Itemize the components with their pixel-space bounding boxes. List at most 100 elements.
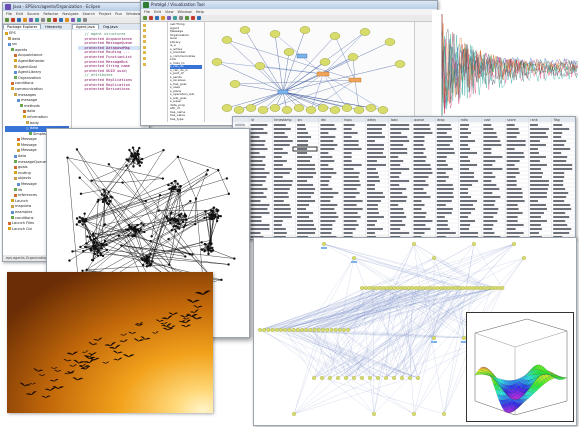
ontology-menu-help[interactable]: Help bbox=[195, 10, 204, 14]
class-list-item[interactable]: s_plans bbox=[170, 89, 182, 93]
eclipse-toolbar-icon[interactable] bbox=[53, 18, 57, 22]
tree-item[interactable]: objects bbox=[5, 176, 69, 182]
ontology-left-item[interactable] bbox=[143, 51, 165, 57]
tree-item[interactable]: lib bbox=[5, 188, 69, 194]
class-list-item[interactable]: has_value bbox=[170, 114, 185, 117]
data-table[interactable]: id timestamp src dst hops delay load queue drop r… bbox=[233, 117, 575, 239]
tree-item[interactable]: Launch Files bbox=[5, 221, 69, 227]
eclipse-toolbar-icon[interactable] bbox=[65, 18, 69, 22]
class-list-item[interactable]: s_communicates bbox=[170, 54, 196, 58]
tree-item[interactable]: examples bbox=[5, 210, 69, 216]
ontology-toolbar-icon[interactable] bbox=[191, 16, 195, 20]
tree-item[interactable]: Message bbox=[5, 137, 69, 143]
eclipse-toolbar-icon[interactable] bbox=[71, 18, 75, 22]
ontology-left-item[interactable] bbox=[143, 62, 165, 68]
ontology-left-item[interactable] bbox=[143, 23, 165, 29]
class-list-item[interactable]: has_name bbox=[170, 110, 186, 114]
tree-item[interactable]: message bbox=[5, 98, 69, 104]
eclipse-toolbar-icon[interactable] bbox=[83, 18, 87, 22]
class-list-item[interactable]: Goal bbox=[170, 37, 177, 40]
class-list-item[interactable]: s_super bbox=[170, 100, 182, 103]
tree-item[interactable]: Launch Gui bbox=[5, 227, 69, 233]
eclipse-toolbar-icon[interactable] bbox=[5, 18, 9, 22]
eclipse-menu-project[interactable]: Project bbox=[98, 12, 112, 16]
eclipse-toolbar-icon[interactable] bbox=[23, 18, 27, 22]
ontology-toolbar-icon[interactable] bbox=[173, 16, 177, 20]
class-list-item[interactable]: Link bbox=[170, 58, 177, 61]
class-list-item[interactable]: s_uses bbox=[170, 86, 180, 89]
class-list-item[interactable]: is_a bbox=[170, 44, 176, 47]
tree-item[interactable]: conditions bbox=[5, 216, 69, 222]
class-list-item[interactable]: Message bbox=[170, 30, 184, 33]
eclipse-menu-navigate[interactable]: Navigate bbox=[62, 12, 79, 16]
class-list-item[interactable]: attr_id bbox=[170, 107, 180, 110]
tab-hierarchy[interactable]: Hierarchy bbox=[45, 25, 63, 29]
tree-item[interactable]: body bbox=[5, 121, 69, 127]
class-list-item[interactable]: owl:Thing bbox=[170, 23, 185, 26]
eclipse-toolbar-icon[interactable] bbox=[47, 18, 51, 22]
tree-item[interactable]: Message bbox=[5, 148, 69, 154]
code-editor[interactable]: // agent structures protected Acquaintan… bbox=[72, 30, 149, 94]
class-list-item[interactable]: data_prop bbox=[170, 103, 186, 107]
eclipse-toolbar-icon[interactable] bbox=[35, 18, 39, 22]
tree-item[interactable]: src bbox=[5, 42, 69, 48]
class-list-item[interactable]: Agent bbox=[170, 26, 179, 30]
ontology-toolbar-icon[interactable] bbox=[179, 16, 183, 20]
ontology-menu-window[interactable]: Window bbox=[177, 10, 192, 14]
tree-item[interactable]: data bbox=[5, 37, 69, 43]
ontology-left-item[interactable] bbox=[143, 40, 165, 46]
eclipse-toolbar-icon[interactable] bbox=[29, 18, 33, 22]
tab-agent-java[interactable]: Agent.java bbox=[72, 24, 99, 29]
tree-item[interactable]: information bbox=[5, 115, 69, 121]
ontology-toolbar-icon[interactable] bbox=[161, 16, 165, 20]
ontology-left-item[interactable] bbox=[143, 29, 165, 35]
class-list-item[interactable]: s_has_goal bbox=[170, 82, 187, 86]
eclipse-toolbar-icon[interactable] bbox=[11, 18, 15, 22]
ontology-menu-edit[interactable]: Edit bbox=[154, 10, 161, 14]
class-list-item[interactable]: Library bbox=[170, 40, 181, 44]
eclipse-menu-edit[interactable]: Edit bbox=[16, 12, 23, 16]
eclipse-menu-refactor[interactable]: Refactor bbox=[43, 12, 59, 16]
eclipse-toolbar-icon[interactable] bbox=[59, 18, 63, 22]
tree-item[interactable]: AgentBehavior bbox=[5, 59, 69, 65]
class-list-item[interactable]: s_operation_sub bbox=[170, 93, 195, 96]
ontology-left-item[interactable] bbox=[143, 34, 165, 40]
tree-item[interactable]: goals bbox=[5, 165, 69, 171]
class-list-item[interactable]: s_can_do_in bbox=[170, 68, 188, 72]
eclipse-menu-search[interactable]: Search bbox=[82, 12, 95, 16]
tree-item[interactable]: AgentGoal bbox=[5, 65, 69, 71]
ontology-toolbar-icon[interactable] bbox=[143, 16, 147, 20]
tree-item[interactable]: messages bbox=[5, 93, 69, 99]
tab-org-java[interactable]: Org.java bbox=[102, 25, 118, 29]
ontology-toolbar-icon[interactable] bbox=[149, 16, 153, 20]
ontology-toolbar-icon[interactable] bbox=[155, 16, 159, 20]
tree-item[interactable]: Message bbox=[5, 182, 69, 188]
tree-item[interactable]: data bbox=[5, 109, 69, 115]
tree-item[interactable]: messageQueue bbox=[5, 160, 69, 166]
class-list-item[interactable]: s_links_to bbox=[170, 61, 185, 65]
tree-item[interactable]: EPS bbox=[5, 31, 69, 37]
ontology-toolbar-icon[interactable] bbox=[197, 16, 201, 20]
eclipse-menu-window[interactable]: Window bbox=[126, 12, 141, 16]
class-list-item[interactable]: s_active bbox=[170, 47, 183, 51]
tree-item[interactable]: methods bbox=[5, 104, 69, 110]
class-list-item[interactable]: Organization bbox=[170, 33, 190, 37]
class-list-item[interactable]: s_part_of bbox=[170, 72, 184, 75]
ontology-menu-view[interactable]: View bbox=[164, 10, 174, 14]
eclipse-menu-source[interactable]: Source bbox=[26, 12, 40, 16]
tree-item[interactable]: Acquaintance bbox=[5, 53, 69, 59]
class-list-item[interactable]: s_sub_goal bbox=[170, 96, 187, 100]
class-list-item[interactable]: s_sends bbox=[170, 75, 182, 79]
eclipse-toolbar-icon[interactable] bbox=[41, 18, 45, 22]
tree-item[interactable]: AgentLibrary bbox=[5, 70, 69, 76]
tree-item[interactable]: mapview bbox=[5, 204, 69, 210]
tree-item[interactable]: agents bbox=[5, 48, 69, 54]
tree-item[interactable]: routing bbox=[5, 171, 69, 177]
ontology-left-item[interactable] bbox=[143, 45, 165, 51]
ontology-toolbar-icon[interactable] bbox=[185, 16, 189, 20]
eclipse-menu-run[interactable]: Run bbox=[115, 12, 123, 16]
ontology-left-item[interactable] bbox=[143, 57, 165, 63]
tree-item[interactable]: Organization bbox=[5, 76, 69, 82]
eclipse-menu-file[interactable]: File bbox=[6, 12, 13, 16]
eclipse-toolbar-icon[interactable] bbox=[17, 18, 21, 22]
